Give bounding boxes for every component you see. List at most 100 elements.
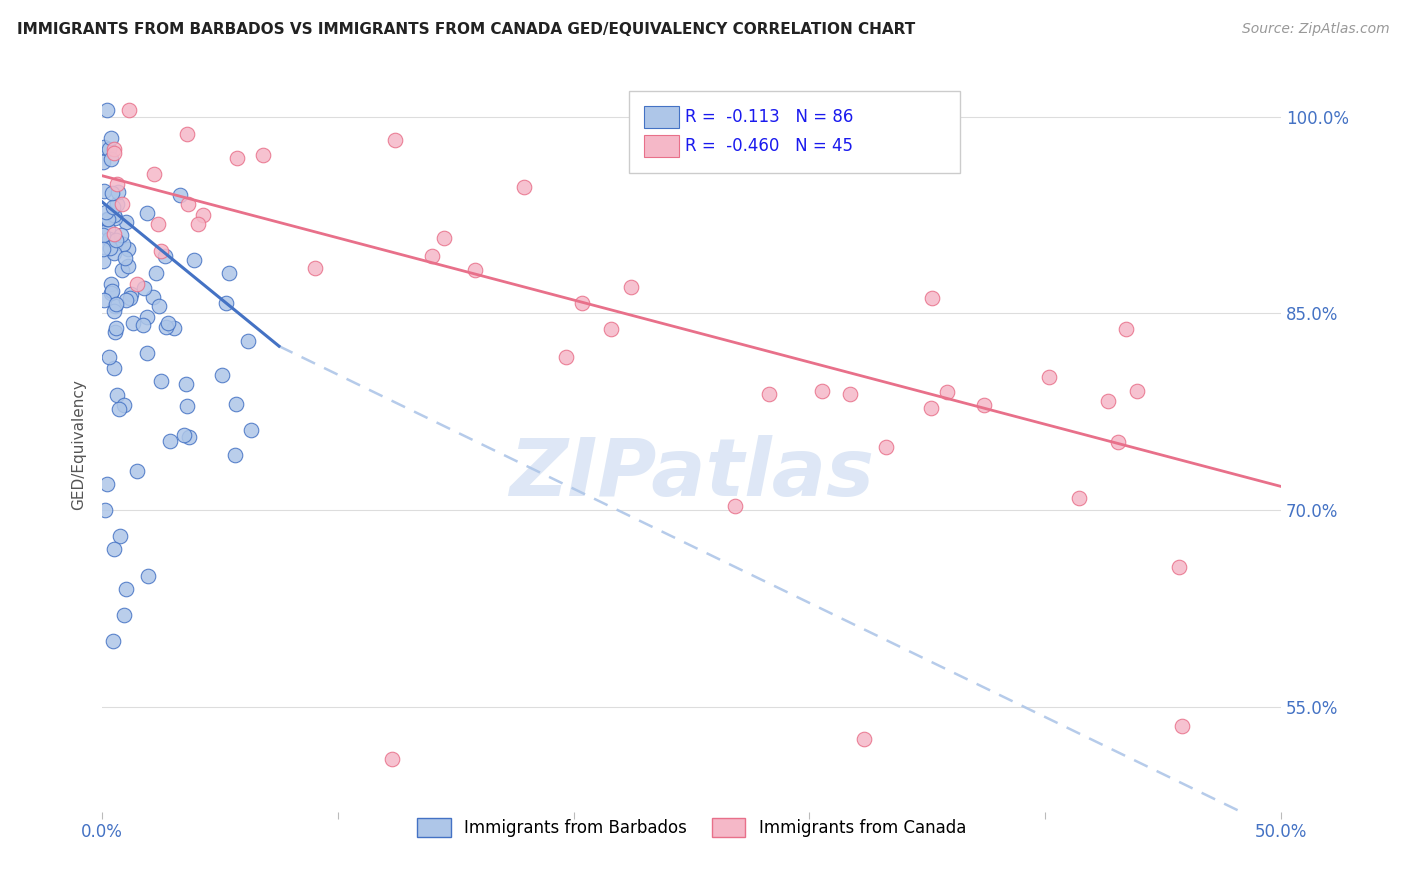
FancyBboxPatch shape: [628, 91, 960, 173]
Point: [118, 103, 141, 118]
Point: [97, 222, 120, 236]
Point: [103, 146, 125, 161]
Point: [136, 310, 159, 324]
Point: [153, 249, 176, 263]
Point: [104, 299, 127, 313]
Point: [758, 386, 780, 401]
Point: [183, 252, 205, 267]
Point: [156, 316, 179, 330]
Point: [174, 376, 197, 391]
Text: IMMIGRANTS FROM BARBADOS VS IMMIGRANTS FROM CANADA GED/EQUIVALENCY CORRELATION C: IMMIGRANTS FROM BARBADOS VS IMMIGRANTS F…: [17, 22, 915, 37]
Point: [1115, 322, 1137, 336]
Point: [103, 142, 125, 156]
Point: [381, 752, 404, 766]
Point: [104, 211, 127, 226]
Point: [111, 262, 134, 277]
Point: [433, 231, 456, 245]
Point: [117, 242, 139, 256]
Text: ZIPatlas: ZIPatlas: [509, 434, 875, 513]
Point: [176, 399, 198, 413]
Point: [104, 325, 127, 339]
Point: [125, 277, 148, 291]
Point: [176, 197, 198, 211]
Point: [225, 397, 247, 411]
Point: [211, 368, 233, 382]
Point: [103, 227, 125, 242]
Point: [724, 500, 747, 514]
Point: [112, 236, 135, 251]
Point: [224, 448, 246, 462]
Point: [252, 147, 274, 161]
Point: [148, 299, 170, 313]
Point: [838, 386, 860, 401]
Point: [304, 260, 326, 275]
Point: [599, 322, 621, 336]
Point: [100, 152, 122, 166]
Point: [464, 263, 486, 277]
Point: [146, 217, 169, 231]
Point: [218, 266, 240, 280]
Point: [384, 133, 406, 147]
Point: [101, 233, 124, 247]
FancyBboxPatch shape: [644, 106, 679, 128]
Point: [103, 208, 125, 222]
Point: [1107, 435, 1129, 450]
Text: R =  -0.113   N = 86: R = -0.113 N = 86: [685, 109, 853, 127]
Point: [105, 321, 128, 335]
Point: [136, 206, 159, 220]
Point: [1097, 393, 1119, 408]
Point: [852, 732, 875, 747]
Point: [103, 246, 125, 260]
Point: [1067, 491, 1090, 505]
Point: [173, 427, 195, 442]
Point: [100, 241, 122, 255]
Point: [101, 186, 124, 201]
Point: [114, 293, 136, 307]
Point: [176, 128, 198, 142]
Point: [132, 281, 155, 295]
Point: [96, 476, 118, 491]
Point: [118, 291, 141, 305]
Point: [103, 542, 125, 557]
Point: [135, 345, 157, 359]
Point: [98, 232, 121, 246]
Point: [136, 568, 159, 582]
Point: [132, 318, 155, 333]
Point: [145, 266, 167, 280]
Point: [420, 249, 443, 263]
Point: [100, 285, 122, 300]
Point: [96, 103, 118, 118]
Point: [108, 402, 131, 417]
Point: [149, 374, 172, 388]
Point: [114, 251, 136, 265]
Point: [103, 303, 125, 318]
Point: [94, 204, 117, 219]
Point: [93, 227, 115, 242]
Point: [239, 423, 262, 437]
Point: [115, 214, 138, 228]
Point: [100, 130, 122, 145]
Point: [115, 582, 138, 596]
Point: [110, 227, 132, 242]
Point: [875, 440, 897, 454]
Point: [936, 385, 959, 400]
Point: [811, 384, 834, 398]
Y-axis label: GED/Equivalency: GED/Equivalency: [72, 379, 86, 510]
Point: [105, 197, 128, 211]
Point: [94, 503, 117, 517]
Point: [93, 184, 115, 198]
Point: [920, 401, 942, 416]
Point: [226, 152, 249, 166]
Point: [103, 361, 125, 376]
Point: [513, 180, 536, 194]
Legend: Immigrants from Barbados, Immigrants from Canada: Immigrants from Barbados, Immigrants fro…: [411, 811, 973, 844]
Point: [122, 316, 145, 330]
Point: [97, 143, 120, 157]
Point: [238, 334, 260, 348]
Point: [120, 286, 142, 301]
Point: [149, 244, 172, 259]
Point: [1171, 719, 1194, 733]
Point: [973, 399, 995, 413]
Point: [125, 464, 148, 478]
Point: [191, 208, 214, 222]
